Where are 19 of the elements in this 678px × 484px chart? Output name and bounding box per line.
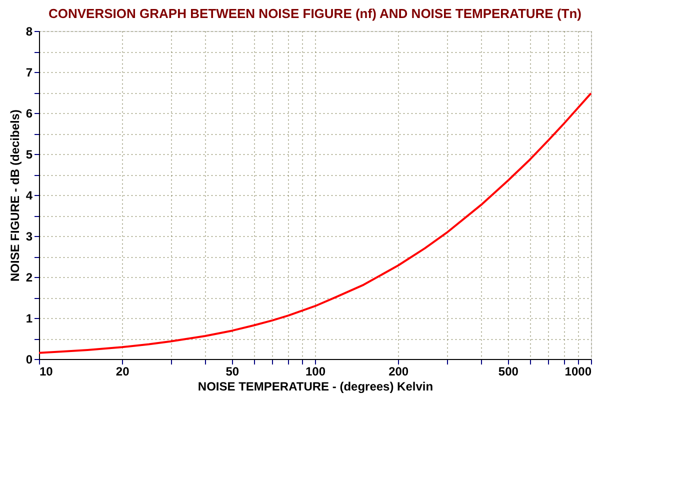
y-tick-label: 1 (26, 312, 33, 326)
x-tick-label: 20 (116, 364, 130, 378)
y-tick-label: 4 (26, 188, 33, 202)
x-tick-label: 50 (226, 364, 240, 378)
x-axis-title: NOISE TEMPERATURE - (degrees) Kelvin (198, 380, 434, 394)
x-tick-label: 10 (40, 364, 54, 378)
y-tick-label: 8 (26, 24, 33, 38)
y-tick-label: 5 (26, 148, 33, 162)
y-tick-label: 2 (26, 270, 33, 284)
chart-title: CONVERSION GRAPH BETWEEN NOISE FIGURE (nf) AND NOISE TEMPERATURE (Tn) (48, 6, 582, 21)
y-tick-label: 6 (26, 106, 33, 120)
y-axis-title: NOISE FIGURE - dB (decibels) (8, 109, 22, 282)
x-tick-label: 1000 (564, 364, 592, 378)
x-tick-label: 100 (305, 364, 326, 378)
y-tick-label: 7 (26, 66, 33, 80)
x-tick-label: 500 (498, 364, 519, 378)
x-tick-label: 200 (388, 364, 409, 378)
y-tick-label: 3 (26, 230, 33, 244)
y-tick-label: 0 (26, 352, 33, 366)
